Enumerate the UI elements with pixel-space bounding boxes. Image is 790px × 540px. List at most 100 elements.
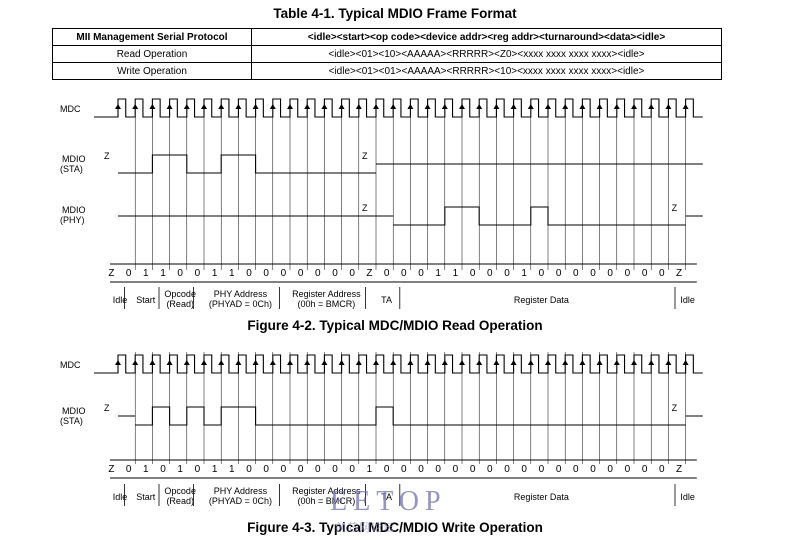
clock-rising-edge-arrow <box>424 360 431 365</box>
clock-rising-edge-arrow <box>493 104 500 109</box>
bit-value: 1 <box>160 268 166 279</box>
bit-value: 0 <box>195 464 201 475</box>
z-state-label: Z <box>672 403 678 413</box>
clock-rising-edge-arrow <box>115 360 121 365</box>
clock-rising-edge-arrow <box>355 104 362 109</box>
clock-rising-edge-arrow <box>682 104 689 109</box>
field-label: (PHYAD = 0Ch) <box>209 299 272 309</box>
z-state-label: Z <box>104 151 110 161</box>
z-state-label: Z <box>672 203 678 213</box>
clock-rising-edge-arrow <box>218 360 225 365</box>
bit-value: 1 <box>143 268 149 279</box>
clock-rising-edge-arrow <box>424 104 431 109</box>
clock-rising-edge-arrow <box>287 104 293 109</box>
field-label: Idle <box>680 492 695 502</box>
table-row: Write Operation <idle><01><01><AAAAA><RR… <box>52 62 722 80</box>
watermark-logo: EETOP <box>330 486 447 517</box>
bit-value: 0 <box>521 464 527 475</box>
clock-rising-edge-arrow <box>149 360 156 365</box>
bit-value: 0 <box>315 268 321 279</box>
field-label: (Read) <box>166 299 194 309</box>
clock-rising-edge-arrow <box>166 104 173 109</box>
clock-rising-edge-arrow <box>287 360 293 365</box>
bit-value: 0 <box>160 464 166 475</box>
table-cell: <idle><01><10><AAAAA><RRRRR><Z0><xxxx xx… <box>251 45 722 63</box>
bit-value: 0 <box>642 464 648 475</box>
z-state-label: Z <box>362 203 368 213</box>
clock-rising-edge-arrow <box>252 104 259 109</box>
clock-rising-edge-arrow <box>235 104 242 109</box>
bit-value: 0 <box>556 268 562 279</box>
sta-label: (STA) <box>60 416 83 426</box>
clock-rising-edge-arrow <box>510 104 517 109</box>
clock-rising-edge-arrow <box>235 360 242 365</box>
clock-rising-edge-arrow <box>527 360 534 365</box>
clock-rising-edge-arrow <box>459 360 465 365</box>
clock-rising-edge-arrow <box>338 360 345 365</box>
clock-rising-edge-arrow <box>373 360 379 365</box>
bit-value: 0 <box>556 464 562 475</box>
mdc-label: MDC <box>60 104 81 114</box>
bit-value: 0 <box>281 464 287 475</box>
phy-data-waveform <box>118 206 703 226</box>
clock-rising-edge-arrow <box>407 360 414 365</box>
clock-rising-edge-arrow <box>441 360 448 365</box>
clock-rising-edge-arrow <box>648 104 655 109</box>
table-cell: Read Operation <box>52 45 252 63</box>
clock-rising-edge-arrow <box>304 360 311 365</box>
bit-value: 0 <box>659 464 665 475</box>
phy-label: (PHY) <box>60 215 85 225</box>
bit-value: 0 <box>384 268 390 279</box>
bit-value: 0 <box>298 464 304 475</box>
table-cell: Write Operation <box>52 62 252 80</box>
clock-rising-edge-arrow <box>304 104 311 109</box>
mdc-clock-waveform <box>94 98 703 118</box>
bit-value: 0 <box>349 464 355 475</box>
clock-rising-edge-arrow <box>596 104 603 109</box>
clock-rising-edge-arrow <box>545 104 551 109</box>
field-label: Register Data <box>514 295 569 305</box>
bit-value: 1 <box>367 464 373 475</box>
clock-rising-edge-arrow <box>390 360 397 365</box>
bit-value: 0 <box>642 268 648 279</box>
watermark-subtext: 创芯网论坛 <box>335 522 395 534</box>
clock-rising-edge-arrow <box>476 104 483 109</box>
bit-value: 0 <box>263 268 269 279</box>
clock-rising-edge-arrow <box>510 360 517 365</box>
mdc-clock-waveform <box>94 354 703 374</box>
bit-value: 0 <box>539 268 545 279</box>
bit-value: 1 <box>453 268 459 279</box>
clock-rising-edge-arrow <box>218 104 225 109</box>
clock-rising-edge-arrow <box>338 104 345 109</box>
clock-rising-edge-arrow <box>183 104 190 109</box>
field-label: (00h = BMCR) <box>298 299 356 309</box>
sta-data-waveform <box>118 406 703 426</box>
sta-label: MDIO <box>62 154 86 164</box>
bit-value: 0 <box>332 268 338 279</box>
field-label: Start <box>136 295 156 305</box>
clock-rising-edge-arrow <box>132 360 139 365</box>
table-cell: <idle><01><01><AAAAA><RRRRR><10><xxxx xx… <box>251 62 722 80</box>
clock-rising-edge-arrow <box>407 104 414 109</box>
bit-value: 0 <box>625 268 631 279</box>
field-label: PHY Address <box>214 486 268 496</box>
sta-label: MDIO <box>62 406 86 416</box>
bit-value: 1 <box>229 268 235 279</box>
bit-value: 0 <box>246 268 252 279</box>
clock-rising-edge-arrow <box>493 360 500 365</box>
bit-value: 0 <box>401 464 407 475</box>
bit-value: 0 <box>435 464 441 475</box>
field-label: TA <box>381 295 392 305</box>
clock-rising-edge-arrow <box>545 360 551 365</box>
bit-value: 0 <box>281 268 287 279</box>
clock-rising-edge-arrow <box>596 360 603 365</box>
bit-value: 0 <box>590 464 596 475</box>
clock-rising-edge-arrow <box>149 104 156 109</box>
bit-value: 0 <box>263 464 269 475</box>
clock-rising-edge-arrow <box>132 104 139 109</box>
field-label: (PHYAD = 0Ch) <box>209 496 272 506</box>
table-header-cell: MII Management Serial Protocol <box>52 28 252 46</box>
table-row: Read Operation <idle><01><10><AAAAA><RRR… <box>52 45 722 63</box>
bit-value: 0 <box>573 464 579 475</box>
